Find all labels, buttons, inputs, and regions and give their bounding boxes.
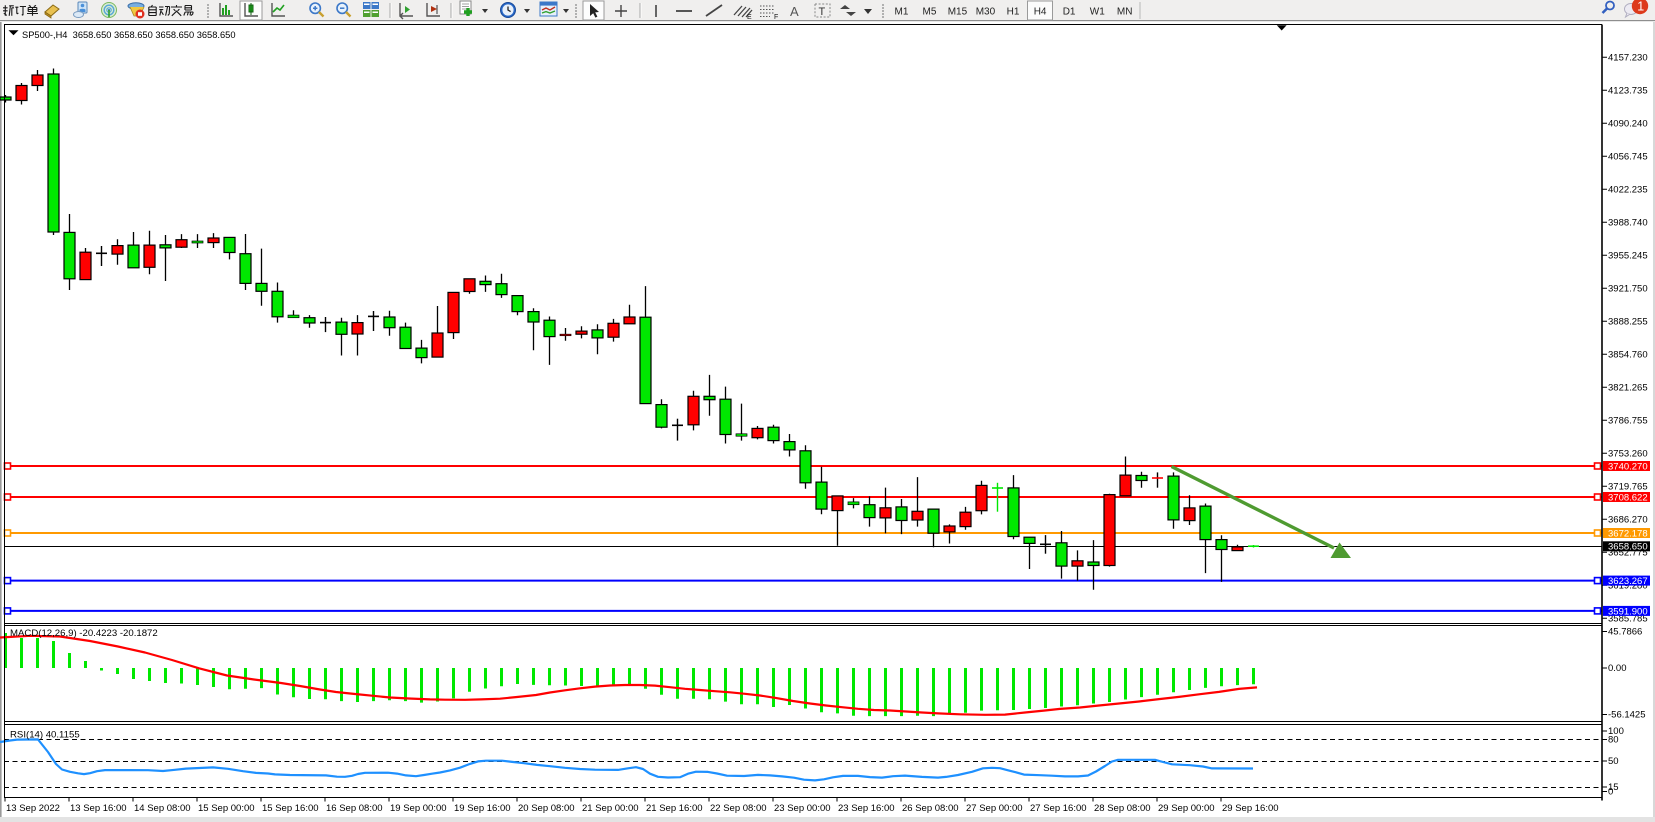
svg-text:50: 50 [1608,756,1619,767]
svg-text:M15: M15 [948,7,968,18]
svg-text:3955.245: 3955.245 [1608,251,1648,262]
svg-text:3719.765: 3719.765 [1608,482,1648,493]
svg-text:3888.255: 3888.255 [1608,317,1648,328]
svg-text:3921.750: 3921.750 [1608,284,1648,295]
svg-text:3591.900: 3591.900 [1608,606,1648,617]
svg-text:100: 100 [1608,726,1624,737]
svg-text:15: 15 [1608,782,1619,793]
svg-text:23 Sep 16:00: 23 Sep 16:00 [838,803,895,814]
svg-text:M30: M30 [976,7,996,18]
svg-text:MACD(12,26,9) -20.4223 -20.187: MACD(12,26,9) -20.4223 -20.1872 [10,628,158,639]
svg-text:MN: MN [1117,7,1133,18]
svg-text:M5: M5 [923,7,937,18]
svg-text:3672.178: 3672.178 [1608,528,1648,539]
svg-text:4090.240: 4090.240 [1608,119,1648,130]
svg-text:22 Sep 08:00: 22 Sep 08:00 [710,803,767,814]
svg-text:3786.755: 3786.755 [1608,416,1648,427]
svg-text:29 Sep 00:00: 29 Sep 00:00 [1158,803,1215,814]
svg-text:3753.260: 3753.260 [1608,449,1648,460]
svg-text:27 Sep 16:00: 27 Sep 16:00 [1030,803,1087,814]
svg-text:RSI(14) 40.1155: RSI(14) 40.1155 [10,730,80,741]
svg-text:29 Sep 16:00: 29 Sep 16:00 [1222,803,1279,814]
svg-text:0.00: 0.00 [1608,663,1627,674]
svg-text:3708.622: 3708.622 [1608,492,1648,503]
svg-text:3658.650: 3658.650 [1608,542,1648,553]
svg-text:M1: M1 [895,7,909,18]
svg-text:19 Sep 00:00: 19 Sep 00:00 [390,803,447,814]
svg-text:21 Sep 16:00: 21 Sep 16:00 [646,803,703,814]
svg-text:E: E [747,14,752,21]
svg-text:3854.760: 3854.760 [1608,350,1648,361]
svg-text:3585.785: 3585.785 [1608,614,1648,625]
svg-text:1: 1 [1637,0,1644,14]
svg-text:13 Sep 16:00: 13 Sep 16:00 [70,803,127,814]
svg-text:-56.1425: -56.1425 [1608,710,1646,721]
svg-text:3821.265: 3821.265 [1608,383,1648,394]
svg-text:3652.775: 3652.775 [1608,548,1648,559]
svg-text:F: F [774,14,778,21]
svg-text:14 Sep 08:00: 14 Sep 08:00 [134,803,191,814]
svg-text:80: 80 [1608,735,1619,746]
svg-text:16 Sep 08:00: 16 Sep 08:00 [326,803,383,814]
svg-text:D1: D1 [1063,7,1076,18]
svg-text:15 Sep 00:00: 15 Sep 00:00 [198,803,255,814]
svg-text:26 Sep 08:00: 26 Sep 08:00 [902,803,959,814]
svg-text:28 Sep 08:00: 28 Sep 08:00 [1094,803,1151,814]
svg-text:4056.745: 4056.745 [1608,152,1648,163]
svg-text:23 Sep 00:00: 23 Sep 00:00 [774,803,831,814]
svg-text:3740.270: 3740.270 [1608,461,1648,472]
svg-text:3619.280: 3619.280 [1608,581,1648,592]
svg-text:3686.270: 3686.270 [1608,515,1648,526]
svg-text:H4: H4 [1034,7,1047,18]
svg-text:45.7866: 45.7866 [1608,627,1642,638]
svg-text:SP500-,H4 3658.650 3658.650 3: SP500-,H4 3658.650 3658.650 3658.650 365… [22,30,236,40]
svg-text:0: 0 [1608,787,1613,798]
svg-text:4123.735: 4123.735 [1608,86,1648,97]
svg-text:20 Sep 08:00: 20 Sep 08:00 [518,803,575,814]
svg-text:21 Sep 00:00: 21 Sep 00:00 [582,803,639,814]
svg-text:15 Sep 16:00: 15 Sep 16:00 [262,803,319,814]
svg-text:4022.235: 4022.235 [1608,185,1648,196]
svg-text:A: A [790,4,799,19]
svg-text:H1: H1 [1007,7,1020,18]
svg-text:T: T [819,6,826,18]
svg-text:3988.740: 3988.740 [1608,218,1648,229]
svg-text:W1: W1 [1090,7,1105,18]
svg-text:4157.230: 4157.230 [1608,53,1648,64]
svg-text:19 Sep 16:00: 19 Sep 16:00 [454,803,511,814]
svg-text:3623.267: 3623.267 [1608,576,1648,587]
svg-text:27 Sep 00:00: 27 Sep 00:00 [966,803,1023,814]
svg-text:13 Sep 2022: 13 Sep 2022 [6,803,60,814]
